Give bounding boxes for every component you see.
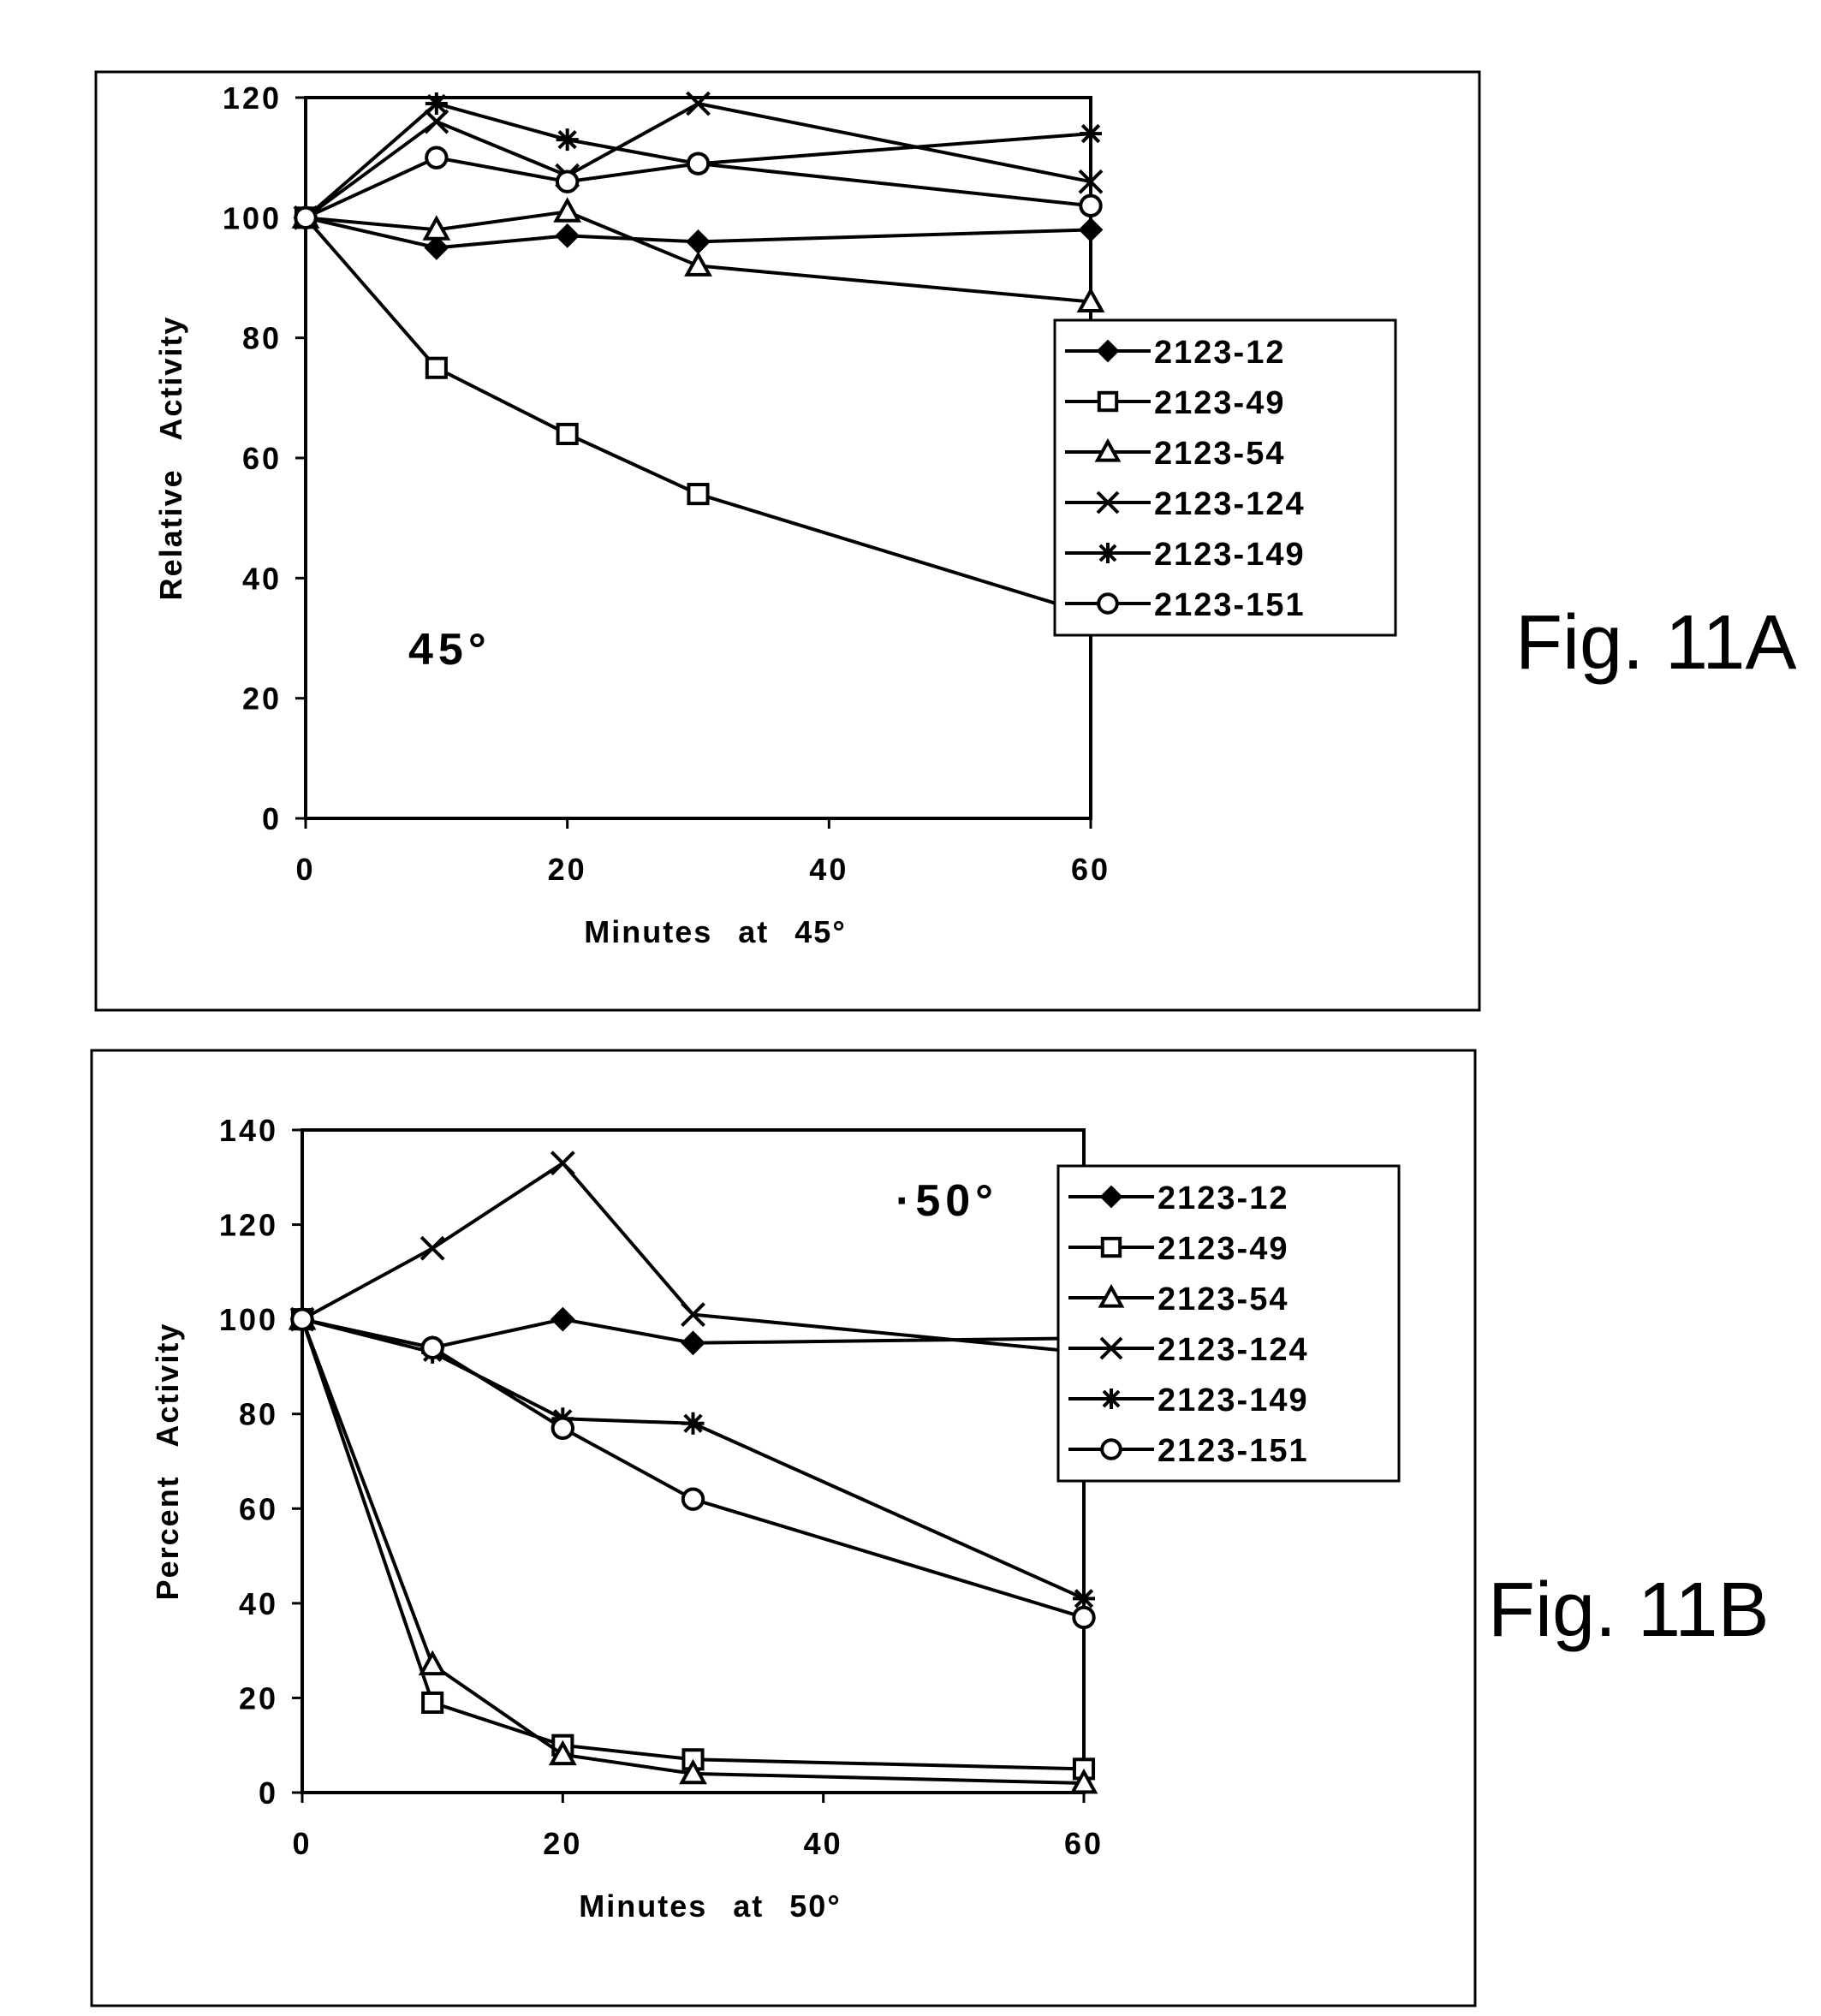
chart-fig-11a: 0 20 40 60 80 100 120 0 20 40 60 Minutes at 45° Rela…	[94, 70, 1481, 1012]
legend-marker	[1098, 594, 1117, 613]
legend-marker	[1101, 1389, 1122, 1409]
data-point	[688, 485, 707, 503]
data-point	[1080, 218, 1102, 241]
legend-marker	[1098, 543, 1118, 563]
y-tick-label: 20	[242, 681, 282, 717]
data-point	[682, 1332, 705, 1354]
y-tick-label: 120	[219, 1208, 278, 1243]
legend-label: 2123-12	[1154, 335, 1285, 371]
y-tick-label: 140	[219, 1113, 278, 1148]
data-point	[687, 254, 710, 274]
data-point	[295, 208, 315, 228]
x-tick-label: 40	[809, 852, 848, 887]
legend-label: 2123-151	[1157, 1433, 1309, 1469]
x-tick-label: 60	[1064, 1826, 1104, 1861]
data-point	[556, 128, 579, 151]
plot-area	[302, 1130, 1084, 1793]
y-tick-label: 0	[259, 1775, 278, 1811]
data-point	[422, 1338, 442, 1358]
data-point	[421, 1237, 443, 1259]
y-tick-label: 0	[262, 801, 282, 836]
legend-label: 2123-124	[1157, 1332, 1309, 1368]
x-tick-label: 20	[548, 852, 587, 887]
data-point	[1080, 196, 1100, 216]
series-2123-151	[292, 1309, 1093, 1627]
legend-label: 2123-151	[1154, 587, 1306, 623]
series-2123-12	[295, 206, 1102, 259]
data-point	[423, 1693, 442, 1712]
fig-11b-label: Fig. 11B	[1488, 1567, 1770, 1655]
y-tick-label: 40	[242, 561, 282, 596]
data-point	[688, 153, 708, 173]
chart-fig-11b: 0 20 40 60 80 100 120 140 0 20 40 60 Minutes at 50° P…	[90, 1049, 1477, 2016]
y-tick-label: 120	[223, 80, 282, 116]
data-point	[553, 1418, 573, 1438]
legend-marker	[1103, 1239, 1120, 1256]
legend-marker	[1102, 1440, 1121, 1459]
x-tick-label: 0	[295, 852, 315, 887]
x-axis-title: Minutes at 45°	[584, 914, 846, 949]
data-point	[687, 230, 710, 253]
data-point	[427, 359, 446, 378]
y-tick-label: 100	[219, 1302, 278, 1337]
data-point	[683, 1490, 703, 1509]
x-tick-label: 40	[804, 1826, 843, 1861]
series-line	[302, 1319, 1084, 1598]
y-axis-title: Percent Activity	[150, 1323, 185, 1601]
y-tick-label: 100	[223, 200, 282, 235]
data-point	[551, 1152, 574, 1175]
data-point	[558, 425, 577, 443]
data-point	[292, 1309, 312, 1329]
y-tick-label: 80	[239, 1397, 278, 1432]
series-line	[302, 1319, 1084, 1783]
y-tick-label: 40	[239, 1586, 278, 1621]
series-2123-49	[293, 1310, 1093, 1778]
x-axis-title: Minutes at 50°	[579, 1888, 841, 1924]
y-axis-title: Relative Activity	[153, 316, 188, 601]
y-tick-label: 60	[242, 441, 282, 476]
x-tick-label: 20	[543, 1826, 582, 1861]
data-point	[426, 147, 446, 167]
series-line	[302, 1319, 1084, 1617]
temperature-annotation: ·50°	[896, 1176, 998, 1226]
x-tick-label: 0	[292, 1826, 312, 1861]
y-tick-label: 60	[239, 1491, 278, 1526]
data-point	[551, 1308, 574, 1330]
y-tick-label: 20	[239, 1680, 278, 1716]
data-point	[425, 92, 448, 115]
x-tick-label: 60	[1071, 852, 1110, 887]
legend-label: 2123-49	[1157, 1231, 1288, 1267]
data-point	[1080, 122, 1102, 145]
data-point	[556, 200, 579, 220]
fig-11a-label: Fig. 11A	[1515, 599, 1797, 687]
series-2123-54	[295, 200, 1102, 311]
legend-label: 2123-12	[1157, 1180, 1288, 1216]
series-line	[302, 1319, 1084, 1769]
data-point	[421, 1654, 443, 1674]
legend-label: 2123-124	[1154, 486, 1306, 522]
legend-label: 2123-149	[1157, 1383, 1309, 1418]
y-tick-label: 80	[242, 321, 282, 356]
legend-label: 2123-49	[1154, 385, 1285, 421]
legend-marker	[1099, 393, 1116, 410]
plot-area	[306, 98, 1091, 818]
legend-label: 2123-54	[1157, 1282, 1288, 1317]
data-point	[682, 1412, 705, 1435]
data-point	[556, 224, 579, 247]
data-point	[557, 172, 577, 192]
temperature-annotation: 45°	[408, 625, 491, 675]
data-point	[1074, 1608, 1093, 1627]
legend-label: 2123-149	[1154, 537, 1306, 573]
legend-label: 2123-54	[1154, 436, 1285, 472]
series-line	[306, 217, 1091, 614]
